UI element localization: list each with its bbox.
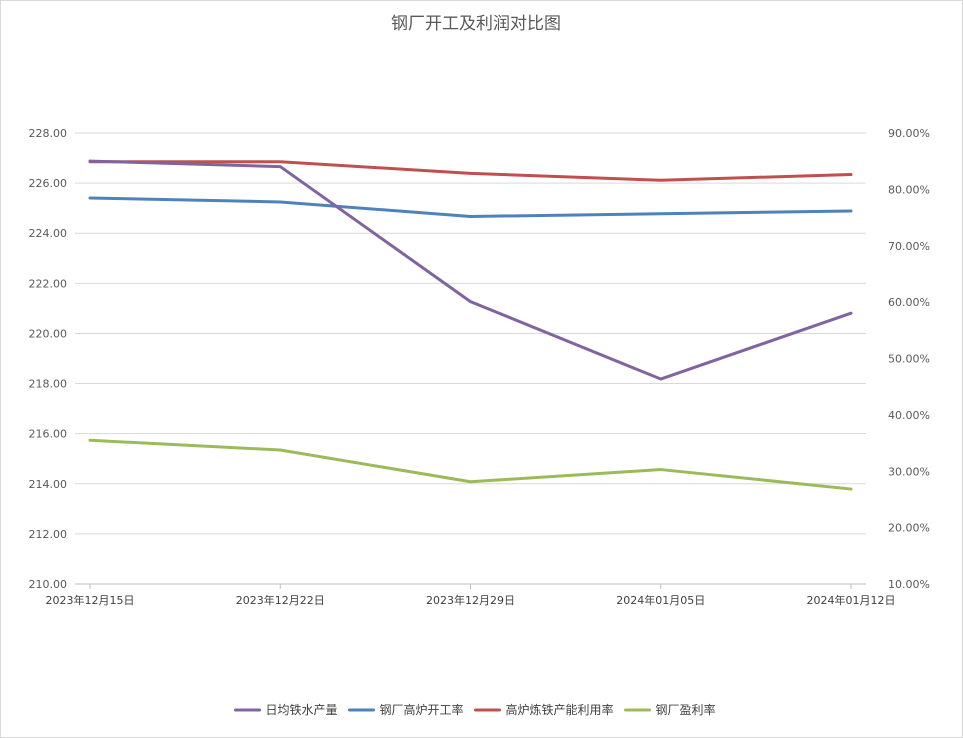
right-tick-label: 40.00%	[888, 409, 930, 422]
right-tick-label: 20.00%	[888, 522, 930, 535]
x-axis-ticks: 2023年12月15日 2023年12月22日 2023年12月29日 2024年01…	[46, 593, 896, 607]
left-tick-label: 224.00	[29, 227, 68, 240]
right-tick-label: 90.00%	[888, 127, 930, 140]
left-tick-label: 220.00	[29, 327, 68, 340]
chart-title: 钢厂开工及利润对比图	[391, 14, 561, 34]
right-tick-label: 50.00%	[888, 353, 930, 366]
legend-label: 日均铁水产量	[266, 703, 338, 717]
legend-label: 钢厂盈利率	[656, 702, 716, 717]
left-tick-label: 228.00	[29, 127, 68, 140]
right-tick-label: 30.00%	[888, 465, 930, 478]
left-tick-label: 212.00	[29, 528, 68, 541]
series-line	[88, 160, 853, 182]
x-tick-label: 2023年12月15日	[46, 593, 135, 607]
left-tick-label: 218.00	[29, 378, 68, 391]
left-tick-label: 210.00	[29, 578, 68, 591]
left-axis-ticks: 210.00 212.00 214.00 216.00 218.00 220.00 222.…	[29, 127, 68, 591]
series-line	[88, 159, 853, 381]
axes	[75, 583, 866, 589]
gridlines	[75, 132, 866, 585]
x-tick-label: 2023年12月22日	[236, 593, 325, 607]
right-tick-label: 10.00%	[888, 578, 930, 591]
right-tick-label: 60.00%	[888, 296, 930, 309]
series-lines	[88, 159, 853, 491]
legend: 日均铁水产量 钢厂高炉开工率 高炉炼铁产能利用率 钢厂盈利率	[234, 702, 716, 717]
left-tick-label: 222.00	[29, 277, 68, 290]
x-tick-label: 2024年01月12日	[807, 593, 896, 607]
right-axis-ticks: 10.00% 20.00% 30.00% 40.00% 50.00% 60.00% 70.0…	[888, 127, 930, 591]
legend-label: 钢厂高炉开工率	[380, 702, 464, 717]
x-tick-label: 2024年01月05日	[616, 593, 705, 607]
left-tick-label: 214.00	[29, 478, 68, 491]
right-tick-label: 70.00%	[888, 240, 930, 253]
right-tick-label: 80.00%	[888, 183, 930, 196]
legend-label: 高炉炼铁产能利用率	[506, 702, 614, 717]
series-line	[88, 438, 853, 491]
left-tick-label: 216.00	[29, 428, 68, 441]
left-tick-label: 226.00	[29, 177, 68, 190]
series-line	[88, 196, 853, 218]
x-tick-label: 2023年12月29日	[426, 593, 515, 607]
